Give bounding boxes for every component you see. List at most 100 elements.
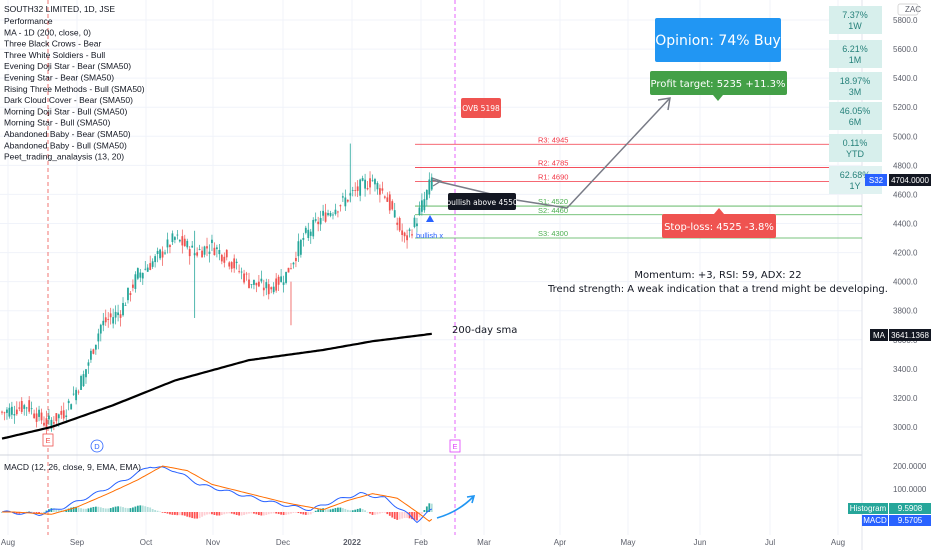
candle-body[interactable]: [240, 271, 243, 273]
candle-body[interactable]: [92, 349, 95, 354]
candle-body[interactable]: [82, 374, 85, 387]
candle-body[interactable]: [253, 279, 255, 285]
candle-body[interactable]: [233, 258, 236, 269]
candle-body[interactable]: [181, 236, 184, 246]
candle-body[interactable]: [169, 245, 171, 248]
candle-body[interactable]: [423, 199, 426, 211]
candle-body[interactable]: [65, 415, 68, 417]
time-axis[interactable]: Aug Sep Oct Nov Dec 2022 Feb Mar Apr May Jun Jul Aug: [1, 538, 845, 547]
candle-body[interactable]: [299, 239, 302, 255]
dividend-event-marker[interactable]: [90, 439, 104, 453]
candle-body[interactable]: [48, 415, 50, 420]
candle-body[interactable]: [174, 237, 176, 240]
candle-body[interactable]: [127, 287, 129, 301]
candle-body[interactable]: [25, 407, 28, 409]
candle-body[interactable]: [398, 217, 401, 231]
candle-body[interactable]: [203, 246, 206, 255]
candle-body[interactable]: [198, 249, 201, 250]
candle-body[interactable]: [280, 276, 283, 282]
candle-body[interactable]: [425, 189, 428, 200]
candle-body[interactable]: [52, 422, 55, 424]
candle-body[interactable]: [141, 272, 144, 279]
candle-body[interactable]: [428, 179, 431, 195]
candle-body[interactable]: [228, 262, 231, 267]
candle-body[interactable]: [329, 213, 332, 216]
candle-body[interactable]: [124, 305, 127, 306]
candle-body[interactable]: [3, 412, 6, 414]
candle-body[interactable]: [319, 217, 322, 225]
legend-item[interactable]: Morning Star - Bull (SMA50): [4, 118, 110, 128]
candle-body[interactable]: [161, 251, 164, 258]
legend-item[interactable]: Rising Three Methods - Bull (SMA50): [4, 84, 145, 94]
candle-body[interactable]: [314, 219, 317, 221]
future-earnings-marker[interactable]: [449, 439, 461, 453]
candle-body[interactable]: [191, 245, 194, 248]
candle-body[interactable]: [275, 278, 278, 291]
candle-body[interactable]: [134, 274, 137, 289]
candle-body[interactable]: [94, 344, 97, 350]
candle-body[interactable]: [388, 194, 391, 211]
candle-body[interactable]: [183, 238, 186, 247]
candle-body[interactable]: [307, 229, 310, 238]
candle-body[interactable]: [346, 199, 349, 202]
candle-body[interactable]: [230, 262, 233, 269]
candle-body[interactable]: [413, 217, 416, 227]
candle-body[interactable]: [77, 391, 80, 393]
candle-body[interactable]: [144, 268, 147, 270]
candle-body[interactable]: [339, 205, 342, 207]
candle-body[interactable]: [262, 287, 265, 291]
candle-body[interactable]: [235, 261, 238, 264]
candle-body[interactable]: [60, 410, 63, 415]
candle-body[interactable]: [40, 412, 43, 421]
candle-body[interactable]: [43, 422, 45, 426]
candle-body[interactable]: [38, 409, 40, 417]
candlestick-series[interactable]: [1, 143, 433, 437]
candle-body[interactable]: [312, 219, 315, 237]
candle-body[interactable]: [33, 413, 36, 419]
candle-body[interactable]: [416, 223, 418, 227]
candle-body[interactable]: [356, 186, 359, 191]
candle-body[interactable]: [119, 314, 122, 318]
candle-body[interactable]: [218, 250, 221, 255]
candle-body[interactable]: [391, 201, 394, 210]
candle-body[interactable]: [45, 418, 48, 428]
candle-body[interactable]: [381, 188, 384, 191]
candle-body[interactable]: [151, 261, 154, 267]
candle-body[interactable]: [406, 235, 408, 241]
legend-item[interactable]: Evening Star - Bear (SMA50): [4, 73, 114, 83]
candle-body[interactable]: [220, 254, 223, 262]
candle-body[interactable]: [211, 239, 213, 244]
candle-body[interactable]: [257, 281, 260, 287]
candle-body[interactable]: [50, 419, 53, 429]
candle-body[interactable]: [297, 241, 300, 257]
candle-body[interactable]: [238, 271, 241, 273]
candle-body[interactable]: [35, 413, 38, 422]
candle-body[interactable]: [282, 282, 285, 285]
candle-body[interactable]: [62, 410, 65, 419]
candle-body[interactable]: [208, 251, 211, 254]
candle-body[interactable]: [99, 324, 102, 334]
candle-body[interactable]: [87, 362, 90, 366]
candle-body[interactable]: [1, 411, 3, 413]
candle-body[interactable]: [332, 214, 334, 216]
candle-body[interactable]: [114, 311, 117, 318]
candle-body[interactable]: [302, 237, 305, 240]
candle-body[interactable]: [55, 413, 58, 422]
candle-body[interactable]: [15, 409, 18, 415]
candle-body[interactable]: [156, 250, 159, 254]
candle-body[interactable]: [171, 233, 174, 243]
candle-body[interactable]: [57, 414, 60, 419]
candle-body[interactable]: [290, 268, 292, 270]
candle-body[interactable]: [265, 282, 268, 289]
legend-item[interactable]: Abandoned Baby - Bull (SMA50): [4, 140, 127, 150]
candle-body[interactable]: [369, 178, 371, 188]
candle-body[interactable]: [393, 210, 396, 218]
legend-item[interactable]: Three Black Crows - Bear: [4, 39, 101, 49]
candle-body[interactable]: [166, 239, 169, 248]
candle-body[interactable]: [309, 231, 312, 236]
candle-body[interactable]: [67, 400, 70, 404]
candle-body[interactable]: [109, 313, 112, 318]
candle-body[interactable]: [403, 232, 406, 237]
candle-body[interactable]: [136, 268, 139, 279]
